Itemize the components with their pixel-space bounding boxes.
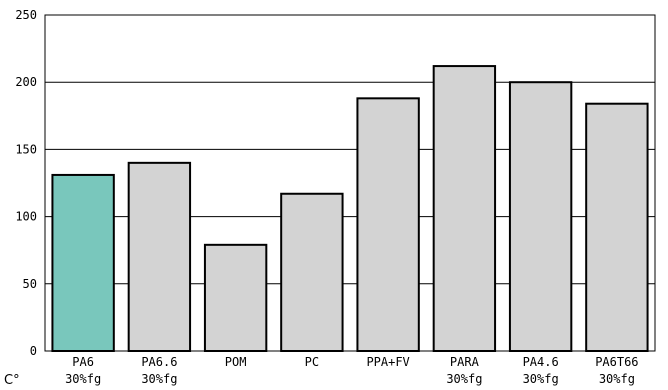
- y-tick-label: 0: [30, 344, 37, 358]
- x-tick-label: PA4.6: [523, 355, 559, 369]
- bar: [280, 192, 344, 352]
- y-tick-label: 100: [15, 210, 37, 224]
- bar: [432, 65, 497, 353]
- x-tick-label: PA6: [72, 355, 94, 369]
- y-tick-label: 250: [15, 8, 37, 22]
- x-tick-label: PARA: [450, 355, 480, 369]
- bar: [203, 243, 268, 353]
- x-axis-labels: PA6 30%fg PA6.6 30%fg POM PC PPA+FV PARA 30%fg PA…: [65, 355, 638, 386]
- bar: [508, 81, 573, 352]
- x-tick-label: POM: [225, 355, 247, 369]
- x-tick-label: 30%fg: [65, 372, 101, 386]
- bar: [585, 102, 649, 353]
- x-tick-label: PA6T66: [595, 355, 638, 369]
- y-tick-label: 50: [23, 277, 37, 291]
- x-tick-label: PPA+FV: [366, 355, 409, 369]
- bar: [51, 173, 115, 352]
- bars: [51, 65, 649, 353]
- x-tick-label: 30%fg: [599, 372, 635, 386]
- bar: [356, 97, 420, 352]
- y-axis-ticks: 0 50 100 150 200 250: [15, 8, 37, 358]
- x-tick-label: 30%fg: [523, 372, 559, 386]
- x-tick-label: 30%fg: [446, 372, 482, 386]
- x-tick-label: PA6.6: [141, 355, 177, 369]
- plot-frame: [44, 14, 656, 352]
- x-tick-label: 30%fg: [141, 372, 177, 386]
- y-tick-label: 150: [15, 142, 37, 156]
- x-tick-label: PC: [305, 355, 319, 369]
- y-tick-label: 200: [15, 75, 37, 89]
- unit-label: C°: [4, 373, 20, 388]
- bar: [127, 161, 192, 352]
